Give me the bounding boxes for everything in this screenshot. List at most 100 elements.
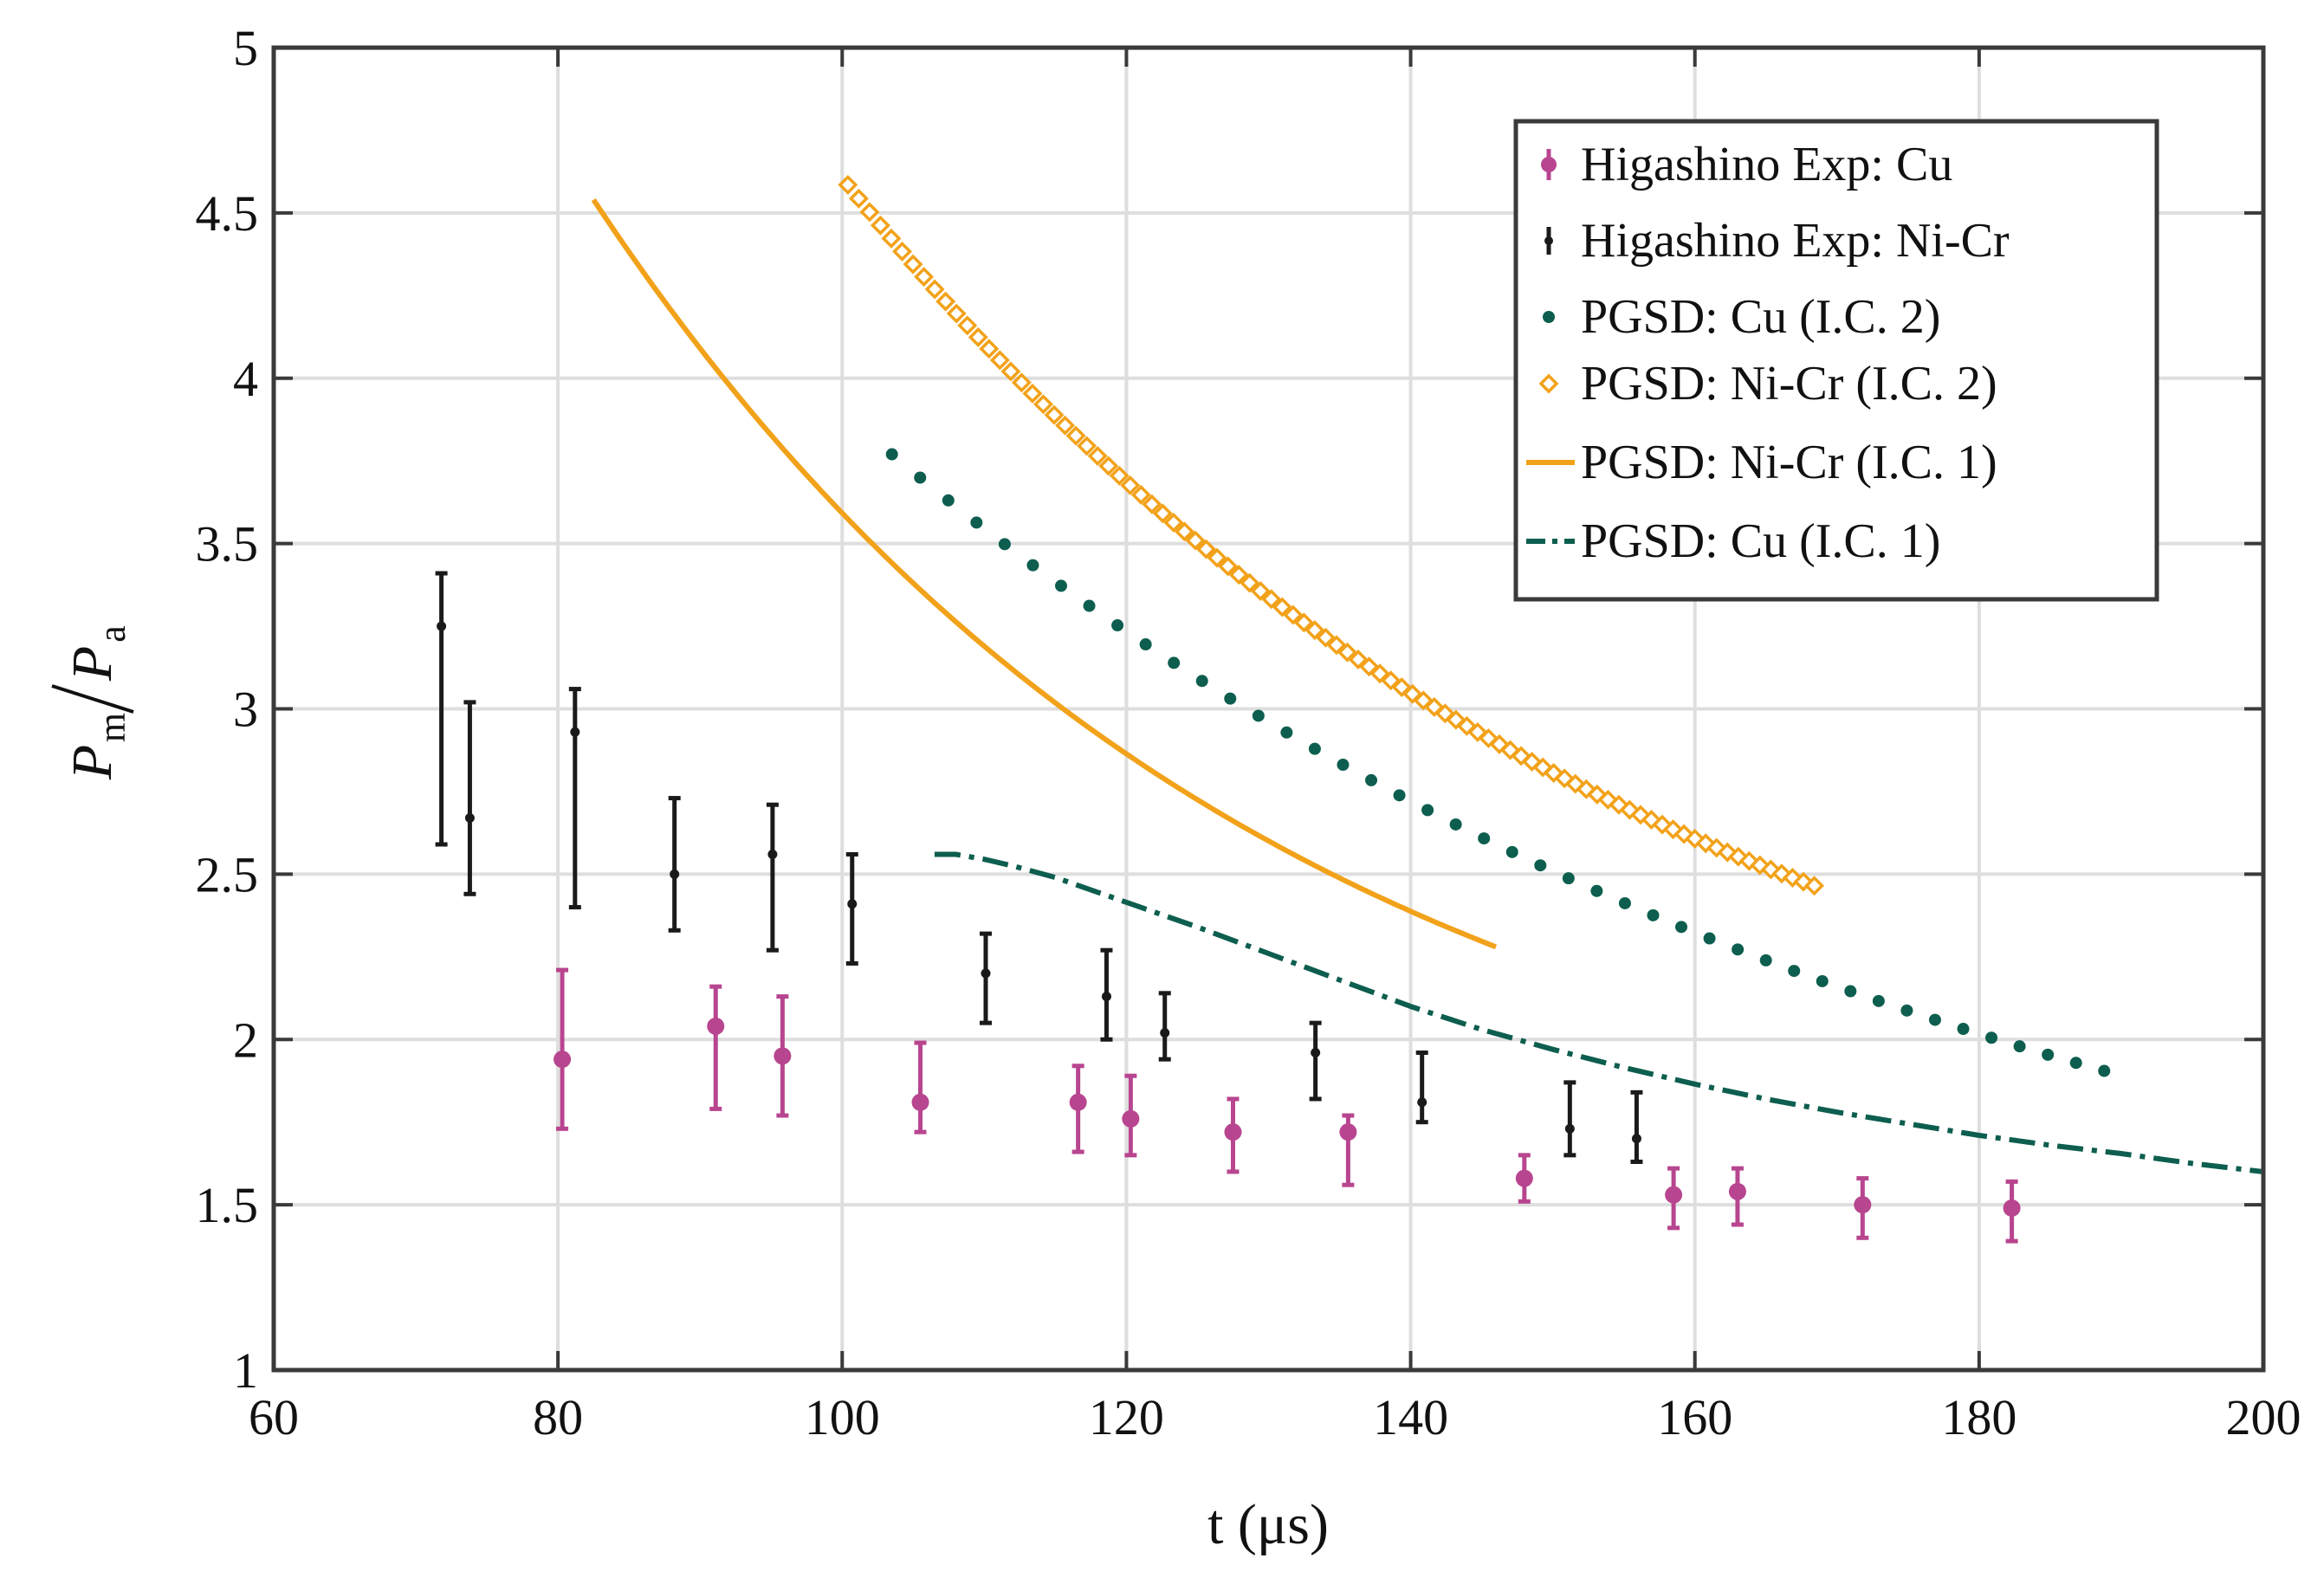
- data-point: [1160, 1028, 1170, 1038]
- data-point: [1163, 512, 1184, 533]
- data-point: [1369, 663, 1390, 684]
- legend-label-pgsd-cu-ic1: PGSD: Cu (I.C. 1): [1581, 514, 1940, 568]
- data-point: [1087, 446, 1108, 467]
- data-point: [1489, 734, 1510, 754]
- data-point: [1816, 974, 1829, 987]
- y-tick-label: 2: [233, 1012, 258, 1068]
- data-point: [1228, 565, 1249, 585]
- data-point: [1109, 465, 1130, 486]
- series-4: [591, 197, 1498, 950]
- data-point: [1413, 690, 1434, 711]
- data-point: [935, 291, 956, 312]
- data-point: [1252, 709, 1265, 722]
- data-point: [1337, 759, 1350, 772]
- data-point: [1449, 818, 1462, 831]
- data-point: [1272, 597, 1292, 617]
- data-point: [1717, 842, 1738, 863]
- data-point: [1641, 810, 1661, 830]
- data-point: [1515, 1169, 1533, 1187]
- data-point: [1026, 559, 1039, 572]
- data-point: [1011, 372, 1032, 393]
- data-point: [2042, 1048, 2055, 1061]
- x-tick-labels: 60 80 100 120 140 160 180 200: [249, 1389, 2301, 1445]
- y-axis-title-denominator: P: [61, 646, 124, 682]
- data-point: [1054, 579, 1067, 592]
- data-point: [1647, 908, 1660, 921]
- data-point: [1703, 932, 1716, 945]
- data-point: [1261, 589, 1282, 610]
- data-point: [1139, 638, 1152, 651]
- data-series: [435, 174, 2264, 1244]
- legend-markers: [1526, 149, 1575, 544]
- y-tick-label: 4: [233, 351, 258, 407]
- data-point: [1240, 572, 1260, 593]
- y-axis-title-fraction-slash: [51, 684, 134, 714]
- data-point: [1675, 921, 1688, 934]
- data-point: [1393, 789, 1406, 802]
- series-2: [885, 448, 2111, 1077]
- data-point: [1207, 547, 1227, 568]
- data-point: [570, 727, 580, 737]
- data-point: [1771, 863, 1792, 884]
- data-point: [1365, 773, 1378, 786]
- legend-marker-pgsd-cu-ic2: [1543, 311, 1555, 323]
- data-point: [1928, 1013, 1941, 1026]
- data-point: [1152, 503, 1173, 524]
- data-point: [1077, 436, 1097, 456]
- data-point: [1000, 361, 1021, 382]
- data-point: [774, 1047, 792, 1065]
- data-point: [870, 215, 890, 236]
- data-point: [1293, 612, 1314, 633]
- data-point: [1562, 872, 1575, 885]
- x-tick-label: 200: [2226, 1389, 2301, 1445]
- data-point: [1337, 642, 1357, 663]
- legend-box: [1513, 119, 2159, 602]
- data-point: [1359, 656, 1380, 677]
- data-point: [1065, 425, 1086, 446]
- data-point: [1022, 383, 1043, 404]
- y-axis-title-numerator: P: [61, 745, 124, 780]
- data-point: [970, 516, 983, 529]
- data-point: [1478, 832, 1491, 845]
- data-point: [553, 1051, 572, 1069]
- data-point: [464, 812, 475, 823]
- legend-marker-cu-exp: [1541, 157, 1557, 172]
- data-point: [885, 448, 898, 461]
- data-point: [1532, 757, 1553, 778]
- data-point: [848, 188, 869, 209]
- data-point: [847, 899, 858, 909]
- data-point: [1120, 475, 1141, 495]
- y-tick-label: 3.5: [196, 516, 259, 572]
- data-point: [924, 279, 945, 300]
- y-tick-label: 2.5: [196, 846, 259, 902]
- x-tick-label: 160: [1657, 1389, 1732, 1445]
- data-point: [1750, 855, 1771, 876]
- data-point: [1759, 954, 1772, 967]
- data-point: [1044, 404, 1065, 425]
- data-point: [1565, 773, 1586, 794]
- data-point: [1804, 876, 1825, 896]
- data-point: [1196, 539, 1217, 559]
- data-point: [859, 202, 880, 223]
- y-axis-title: P m P a: [51, 625, 134, 780]
- y-tick-labels: 1 1.5 2 2.5 3 3.5 4 4.5 5: [196, 20, 259, 1399]
- data-point: [1505, 845, 1518, 858]
- legend-label-pgsd-nicr-ic1: PGSD: Ni-Cr (I.C. 1): [1581, 436, 1997, 489]
- y-tick-label: 1.5: [196, 1177, 259, 1233]
- data-point: [1224, 1123, 1242, 1141]
- data-point: [1111, 619, 1124, 632]
- data-point: [1348, 650, 1369, 669]
- data-point: [1280, 726, 1293, 739]
- legend-label-pgsd-cu-ic2: PGSD: Cu (I.C. 2): [1581, 290, 1940, 344]
- data-point: [1195, 675, 1208, 688]
- data-point: [437, 621, 447, 631]
- x-tick-label: 60: [249, 1389, 299, 1445]
- data-point: [1534, 859, 1547, 872]
- data-point: [946, 303, 967, 324]
- data-point: [838, 174, 858, 195]
- data-point: [1695, 833, 1716, 854]
- data-point: [1985, 1031, 1998, 1044]
- data-point: [989, 350, 1010, 371]
- data-point: [1174, 521, 1194, 542]
- data-point: [1511, 746, 1531, 766]
